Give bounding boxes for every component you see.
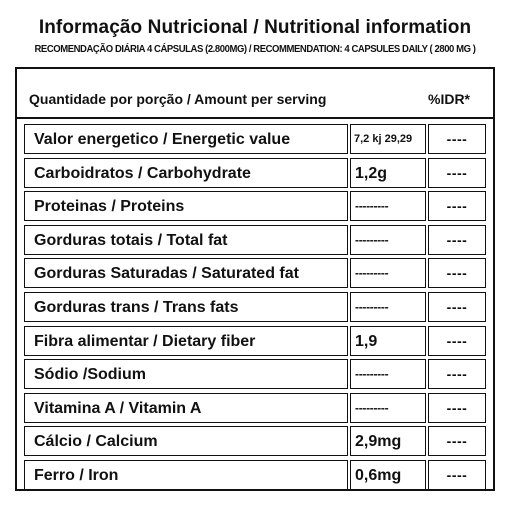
amount-value: --------- — [355, 232, 389, 247]
idr-cell: ---- — [428, 359, 486, 390]
amount-cell: --------- — [350, 191, 426, 222]
idr-cell: ---- — [428, 157, 486, 188]
idr-cell: ---- — [428, 392, 486, 423]
table-row: Gorduras totais / Total fat --------- ---- — [17, 224, 493, 259]
nutrient-label: Gorduras totais / Total fat — [34, 231, 228, 249]
idr-cell: ---- — [428, 258, 486, 289]
idr-cell: ---- — [428, 124, 486, 154]
idr-cell: ---- — [428, 325, 486, 356]
table-row: Gorduras Saturadas / Saturated fat ------… — [17, 258, 493, 292]
nutrient-label: Cálcio / Calcium — [34, 433, 158, 451]
table-row: Cálcio / Calcium 2,9mg ---- — [17, 426, 493, 460]
amount-value: 1,2g — [355, 164, 388, 182]
idr-value: ---- — [446, 298, 468, 315]
table-row: Fibra alimentar / Dietary fiber 1,9 ---- — [17, 325, 493, 360]
idr-value: ---- — [446, 265, 468, 282]
nutrition-table: Quantidade por porção / Amount per servi… — [15, 67, 495, 491]
idr-cell: ---- — [428, 224, 486, 255]
amount-value: --------- — [355, 266, 389, 281]
amount-cell: --------- — [350, 359, 426, 390]
nutrient-cell: Vitamina A / Vitamin A — [24, 392, 348, 423]
amount-value: --------- — [355, 367, 389, 382]
table-row: Carboidratos / Carbohydrate 1,2g ---- — [17, 157, 493, 192]
idr-header-label: %IDR* — [428, 91, 471, 107]
idr-cell: ---- — [428, 426, 486, 457]
nutrient-label: Proteinas / Proteins — [34, 198, 185, 216]
amount-value: 1,9 — [355, 332, 378, 350]
amount-value: --------- — [355, 299, 389, 314]
nutrient-label: Gorduras trans / Trans fats — [34, 298, 239, 316]
nutrient-cell: Gorduras trans / Trans fats — [24, 291, 348, 322]
amount-cell: --------- — [350, 258, 426, 289]
amount-cell: --------- — [350, 291, 426, 322]
table-row: Valor energetico / Energetic value 7,2 kj… — [17, 124, 493, 158]
idr-value: ---- — [446, 366, 468, 383]
nutrient-label: Gorduras Saturadas / Saturated fat — [34, 265, 299, 283]
idr-value: ---- — [446, 466, 468, 483]
table-row: Vitamina A / Vitamin A --------- ---- — [17, 392, 493, 427]
table-row: Ferro / Iron 0,6mg ---- — [17, 459, 493, 494]
idr-value: ---- — [446, 164, 468, 181]
nutrient-label: Valor energetico / Energetic value — [34, 131, 291, 148]
serving-header-label: Quantidade por porção / Amount per servi… — [29, 91, 327, 107]
amount-cell: --------- — [350, 392, 426, 423]
idr-cell: ---- — [428, 291, 486, 322]
idr-value: ---- — [446, 231, 468, 248]
table-header: Quantidade por porção / Amount per servi… — [17, 69, 493, 119]
nutrient-label: Ferro / Iron — [34, 466, 119, 484]
amount-cell: 0,6mg — [350, 459, 426, 490]
nutrient-cell: Gorduras Saturadas / Saturated fat — [24, 258, 348, 289]
idr-value: ---- — [446, 198, 468, 215]
nutrient-label: Sódio /Sodium — [34, 366, 146, 384]
amount-cell: --------- — [350, 224, 426, 255]
table-row: Proteinas / Proteins --------- ---- — [17, 191, 493, 225]
amount-value: 2,9mg — [355, 433, 402, 451]
idr-value: ---- — [446, 433, 468, 450]
nutrient-cell: Gorduras totais / Total fat — [24, 224, 348, 255]
nutrient-cell: Ferro / Iron — [24, 459, 348, 490]
amount-cell: 7,2 kj 29,29 — [350, 124, 426, 154]
amount-value: 7,2 kj 29,29 — [354, 133, 413, 145]
idr-value: ---- — [446, 399, 468, 416]
nutrient-cell: Proteinas / Proteins — [24, 191, 348, 222]
nutrient-label: Vitamina A / Vitamin A — [34, 399, 202, 417]
nutrient-cell: Fibra alimentar / Dietary fiber — [24, 325, 348, 356]
page-title: Informação Nutricional / Nutritional inf… — [38, 17, 472, 38]
nutrient-cell: Carboidratos / Carbohydrate — [24, 157, 348, 188]
amount-cell: 2,9mg — [350, 426, 426, 457]
idr-cell: ---- — [428, 191, 486, 222]
daily-recommendation: RECOMENDAÇÃO DIÁRIA 4 CÁPSULAS (2.800MG)… — [34, 44, 476, 55]
nutrient-cell: Sódio /Sodium — [24, 359, 348, 390]
amount-value: --------- — [355, 199, 389, 214]
nutrient-label: Fibra alimentar / Dietary fiber — [34, 332, 256, 350]
idr-cell: ---- — [428, 459, 486, 490]
nutrient-label: Carboidratos / Carbohydrate — [34, 164, 251, 182]
nutrient-cell: Cálcio / Calcium — [24, 426, 348, 457]
amount-cell: 1,9 — [350, 325, 426, 356]
table-row: Sódio /Sodium --------- ---- — [17, 359, 493, 393]
amount-cell: 1,2g — [350, 157, 426, 188]
nutrient-cell: Valor energetico / Energetic value — [24, 124, 348, 154]
amount-value: --------- — [355, 400, 389, 415]
amount-value: 0,6mg — [355, 466, 402, 484]
table-row: Gorduras trans / Trans fats --------- ---- — [17, 291, 493, 326]
table-body: Valor energetico / Energetic value 7,2 kj… — [17, 124, 493, 494]
idr-value: ---- — [446, 131, 468, 147]
idr-value: ---- — [446, 332, 468, 349]
